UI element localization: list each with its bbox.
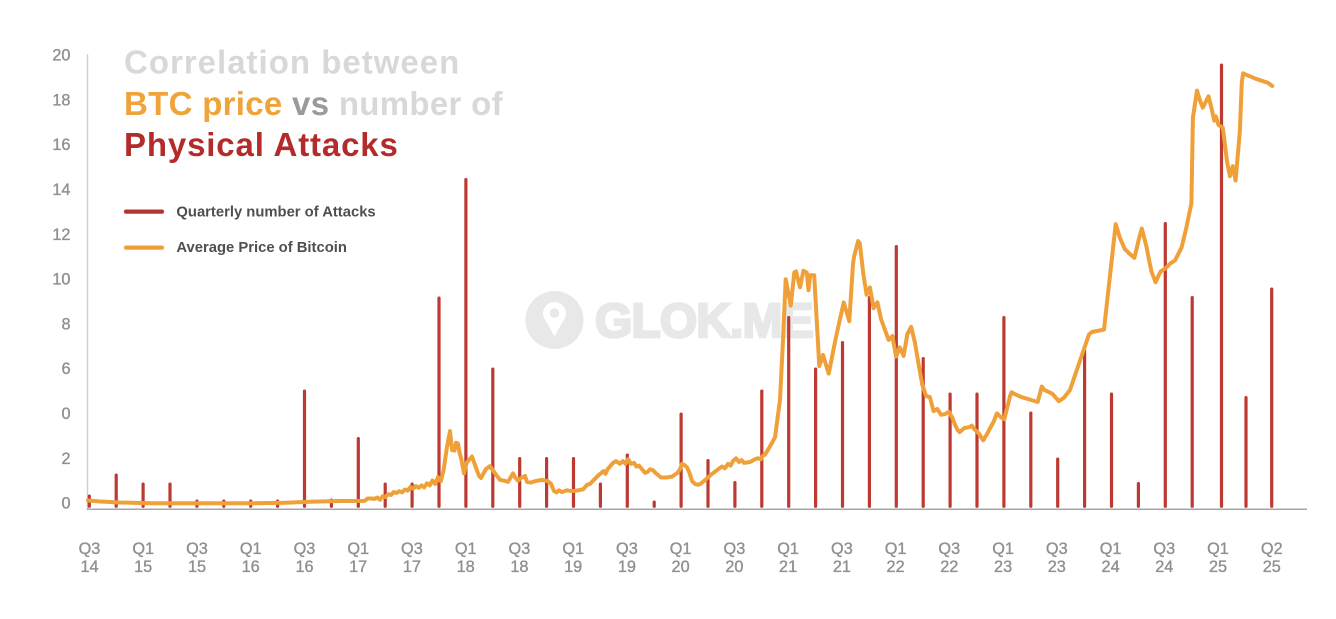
svg-text:12: 12 bbox=[52, 226, 70, 244]
svg-text:0: 0 bbox=[61, 405, 70, 423]
svg-text:Physical Attacks: Physical Attacks bbox=[124, 126, 399, 163]
svg-text:6: 6 bbox=[61, 360, 70, 378]
svg-text:0: 0 bbox=[61, 495, 70, 513]
svg-text:2: 2 bbox=[61, 450, 70, 468]
svg-text:8: 8 bbox=[61, 315, 70, 333]
svg-text:Average Price of Bitcoin: Average Price of Bitcoin bbox=[176, 240, 347, 256]
svg-text:18: 18 bbox=[52, 91, 70, 109]
svg-text:20: 20 bbox=[52, 47, 70, 65]
svg-text:GLOK.ME: GLOK.ME bbox=[595, 295, 813, 348]
svg-text:BTC price vs number of: BTC price vs number of bbox=[124, 85, 504, 122]
svg-text:10: 10 bbox=[52, 271, 70, 289]
svg-text:16: 16 bbox=[52, 136, 70, 154]
svg-text:Quarterly number of Attacks: Quarterly number of Attacks bbox=[176, 205, 375, 221]
svg-text:Correlation between: Correlation between bbox=[124, 44, 460, 81]
svg-text:14: 14 bbox=[52, 181, 70, 199]
